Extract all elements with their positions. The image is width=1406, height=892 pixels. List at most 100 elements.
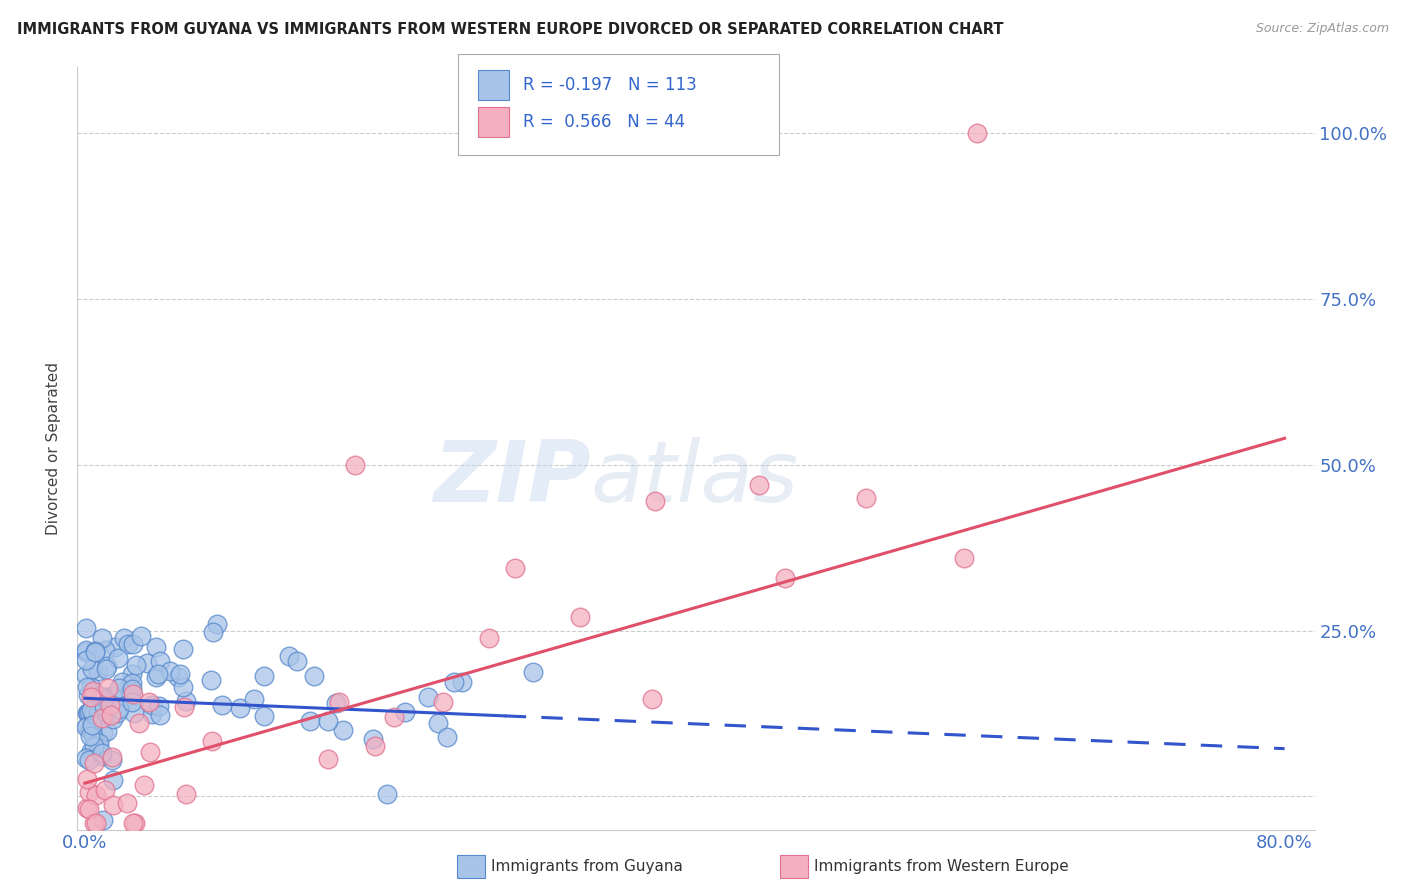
Point xyxy=(115,796,138,810)
Point xyxy=(139,745,162,759)
Point xyxy=(101,750,124,764)
Point xyxy=(302,669,325,683)
Point xyxy=(121,675,143,690)
Point xyxy=(201,625,224,640)
Point xyxy=(285,654,308,668)
Point xyxy=(80,703,103,717)
Point xyxy=(773,571,796,585)
Point xyxy=(94,783,117,797)
Point xyxy=(108,681,131,695)
Point xyxy=(243,692,266,706)
Point xyxy=(76,801,98,815)
Point xyxy=(89,704,111,718)
Point xyxy=(125,657,148,672)
Point xyxy=(76,718,98,732)
Point xyxy=(124,816,146,830)
Point xyxy=(229,701,252,715)
Point xyxy=(328,696,350,710)
Point xyxy=(108,701,131,715)
Point xyxy=(172,641,194,656)
Point xyxy=(174,694,197,708)
Point xyxy=(129,629,152,643)
Text: R = -0.197   N = 113: R = -0.197 N = 113 xyxy=(523,76,697,94)
Point xyxy=(394,705,416,719)
Point xyxy=(75,652,97,666)
Point xyxy=(568,610,591,624)
Point xyxy=(76,680,98,694)
Point xyxy=(104,640,127,655)
Point xyxy=(96,662,118,676)
Point xyxy=(96,705,118,719)
Point xyxy=(83,756,105,770)
Point xyxy=(117,637,139,651)
Point xyxy=(84,645,107,659)
Text: ZIP: ZIP xyxy=(433,437,591,520)
Point xyxy=(75,720,97,734)
Point xyxy=(111,675,134,690)
Point xyxy=(522,665,544,679)
Point xyxy=(299,714,322,728)
Point xyxy=(86,664,108,678)
Point xyxy=(96,724,118,739)
Point xyxy=(83,689,105,703)
Point xyxy=(132,778,155,792)
Point xyxy=(145,670,167,684)
Point xyxy=(96,705,118,719)
Point xyxy=(855,491,877,505)
Point xyxy=(427,716,450,731)
Point xyxy=(149,708,172,723)
Point xyxy=(91,726,114,740)
Point xyxy=(75,645,97,659)
Point xyxy=(205,616,228,631)
Y-axis label: Divorced or Separated: Divorced or Separated xyxy=(46,362,62,534)
Point xyxy=(138,695,160,709)
Point xyxy=(83,644,105,658)
Point xyxy=(94,690,117,705)
Point xyxy=(75,751,97,765)
Point xyxy=(201,733,224,747)
Point xyxy=(107,651,129,665)
Point xyxy=(382,710,405,724)
Point xyxy=(84,816,107,830)
Point xyxy=(98,698,121,712)
Point xyxy=(332,723,354,737)
Point xyxy=(167,669,190,683)
Point xyxy=(505,560,527,574)
Point xyxy=(128,716,150,731)
Point xyxy=(121,695,143,709)
Point xyxy=(141,698,163,713)
Point xyxy=(77,785,100,799)
Point xyxy=(101,711,124,725)
Point xyxy=(114,632,136,646)
Point xyxy=(122,706,145,720)
Text: Immigrants from Western Europe: Immigrants from Western Europe xyxy=(814,859,1069,873)
Point xyxy=(169,667,191,681)
Point xyxy=(80,723,103,737)
Point xyxy=(325,696,347,710)
Point xyxy=(82,730,104,744)
Point xyxy=(135,656,157,670)
Point xyxy=(101,690,124,704)
Point xyxy=(80,718,103,732)
Point xyxy=(375,787,398,801)
Point xyxy=(966,126,988,140)
Text: R =  0.566   N = 44: R = 0.566 N = 44 xyxy=(523,113,685,131)
Point xyxy=(211,698,233,712)
Point xyxy=(432,695,454,709)
Point xyxy=(87,739,110,753)
Point xyxy=(79,752,101,766)
Point xyxy=(101,773,124,788)
Point xyxy=(91,749,114,764)
Point xyxy=(278,649,301,664)
Point xyxy=(451,674,474,689)
Point xyxy=(80,744,103,758)
Point xyxy=(145,640,167,654)
Point xyxy=(748,478,770,492)
Text: Immigrants from Guyana: Immigrants from Guyana xyxy=(491,859,682,873)
Point xyxy=(343,458,366,472)
Point xyxy=(174,787,197,801)
Point xyxy=(86,706,108,720)
Point xyxy=(644,494,666,508)
Point xyxy=(122,816,145,830)
Point xyxy=(77,706,100,720)
